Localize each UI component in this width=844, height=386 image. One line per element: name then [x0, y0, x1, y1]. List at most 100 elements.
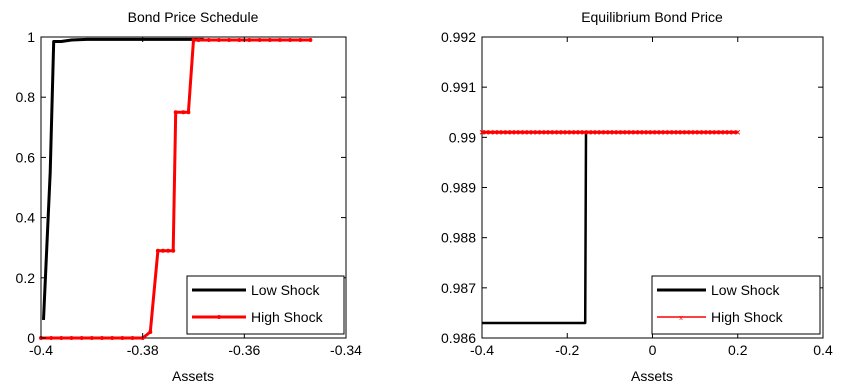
- data-point-high-shock: [79, 336, 84, 340]
- y-tick-label: 0.99: [449, 129, 476, 145]
- data-point-high-shock: [518, 129, 523, 135]
- data-point-high-shock: [173, 110, 178, 115]
- data-point-high-shock: [509, 129, 515, 135]
- legend-marker-high-shock: [217, 315, 221, 319]
- data-point-high-shock: [714, 129, 719, 135]
- y-tick-label: 0.4: [16, 210, 36, 226]
- data-point-high-shock: [483, 129, 489, 135]
- data-point-high-shock: [590, 129, 596, 135]
- data-point-high-shock: [701, 129, 707, 135]
- data-point-high-shock: [684, 129, 689, 135]
- ticks-layer: -0.4 -0.2 0 0.2 0.4 0.986 0.987 0.988 0.989 0.99 0…: [441, 29, 833, 358]
- data-point-high-shock: [697, 129, 702, 135]
- data-point-high-shock: [237, 38, 242, 42]
- data-point-high-shock: [692, 129, 698, 135]
- x-tick-label: 0.2: [728, 342, 748, 358]
- data-point-high-shock: [633, 129, 638, 135]
- data-point-high-shock: [667, 129, 672, 135]
- data-point-high-shock: [130, 336, 135, 340]
- data-point-high-shock: [59, 336, 64, 340]
- data-point-high-shock: [513, 129, 519, 135]
- data-point-high-shock: [166, 248, 171, 253]
- data-point-high-shock: [645, 129, 651, 135]
- x-tick-label: -0.4: [470, 342, 494, 358]
- x-tick-label: 0.4: [813, 342, 833, 358]
- data-point-high-shock: [479, 129, 485, 135]
- y-tick-label: 0.991: [441, 79, 476, 95]
- data-point-high-shock: [564, 129, 570, 135]
- x-tick-label: -0.34: [330, 342, 362, 358]
- data-point-high-shock: [624, 129, 630, 135]
- data-point-high-shock: [735, 129, 741, 135]
- data-point-high-shock: [722, 129, 728, 135]
- data-point-high-shock: [586, 129, 591, 135]
- data-point-high-shock: [569, 129, 574, 135]
- data-point-high-shock: [492, 129, 498, 135]
- data-point-high-shock: [628, 129, 634, 135]
- legend-label-high-shock: High Shock: [711, 309, 784, 325]
- data-point-high-shock: [556, 129, 562, 135]
- data-point-high-shock: [543, 129, 549, 135]
- data-point-high-shock: [705, 129, 711, 135]
- data-point-high-shock: [267, 38, 272, 42]
- x-tick-label: -0.2: [555, 342, 579, 358]
- y-tick-label: 0.989: [441, 180, 476, 196]
- data-point-high-shock: [227, 38, 232, 42]
- data-point-high-shock: [298, 38, 303, 42]
- y-tick-label: 0.6: [16, 149, 36, 165]
- y-tick-label: 0.988: [441, 230, 476, 246]
- data-point-high-shock: [100, 336, 104, 340]
- data-point-high-shock: [247, 38, 252, 42]
- chart-title: Bond Price Schedule: [128, 9, 259, 25]
- data-point-high-shock: [573, 129, 579, 135]
- x-tick-label: -0.38: [127, 342, 159, 358]
- data-point-high-shock: [161, 248, 165, 253]
- data-point-high-shock: [688, 129, 694, 135]
- series-layer: [479, 129, 741, 325]
- legend-label-low-shock: Low Shock: [251, 282, 320, 298]
- series-line-low-shock: [42, 37, 204, 320]
- data-point-high-shock: [547, 129, 553, 135]
- chart-title: Equilibrium Bond Price: [581, 9, 723, 25]
- data-point-high-shock: [598, 129, 604, 135]
- data-point-high-shock: [500, 129, 506, 135]
- legend-label-high-shock: High Shock: [251, 309, 324, 325]
- data-point-high-shock: [731, 129, 736, 135]
- data-point-high-shock: [637, 129, 643, 135]
- y-tick-label: 0.987: [441, 280, 476, 296]
- data-point-high-shock: [718, 129, 724, 135]
- data-point-high-shock: [641, 129, 647, 135]
- x-axis-label: Assets: [172, 368, 214, 384]
- data-point-high-shock: [257, 38, 262, 42]
- data-point-high-shock: [577, 129, 583, 135]
- data-point-high-shock: [535, 129, 540, 135]
- y-tick-label: 0: [27, 330, 35, 346]
- data-point-high-shock: [216, 38, 221, 42]
- data-point-high-shock: [148, 330, 153, 334]
- data-point-high-shock: [560, 129, 566, 135]
- data-point-high-shock: [581, 129, 587, 135]
- x-axis-label: Assets: [631, 368, 673, 384]
- data-point-high-shock: [650, 129, 655, 135]
- data-point-high-shock: [675, 129, 681, 135]
- data-point-high-shock: [186, 110, 191, 115]
- data-point-high-shock: [155, 248, 160, 253]
- y-tick-label: 0.986: [441, 330, 476, 346]
- data-point-high-shock: [620, 129, 626, 135]
- data-point-high-shock: [488, 129, 493, 135]
- data-point-high-shock: [726, 129, 732, 135]
- data-point-high-shock: [709, 129, 715, 135]
- data-point-high-shock: [171, 248, 176, 253]
- y-tick-label: 0.2: [16, 270, 36, 286]
- data-point-high-shock: [607, 129, 613, 135]
- equilibrium-bond-price-chart: Equilibrium Bond Price -0.4 -0.2 0 0.2 0.4 0.…: [441, 9, 833, 384]
- data-point-high-shock: [49, 336, 54, 340]
- data-point-high-shock: [539, 129, 545, 135]
- data-point-high-shock: [658, 129, 664, 135]
- x-tick-label: -0.4: [29, 342, 53, 358]
- legend-label-low-shock: Low Shock: [711, 282, 780, 298]
- legend-marker-high-shock: x: [679, 315, 683, 322]
- data-point-high-shock: [288, 38, 293, 42]
- data-point-high-shock: [206, 38, 211, 42]
